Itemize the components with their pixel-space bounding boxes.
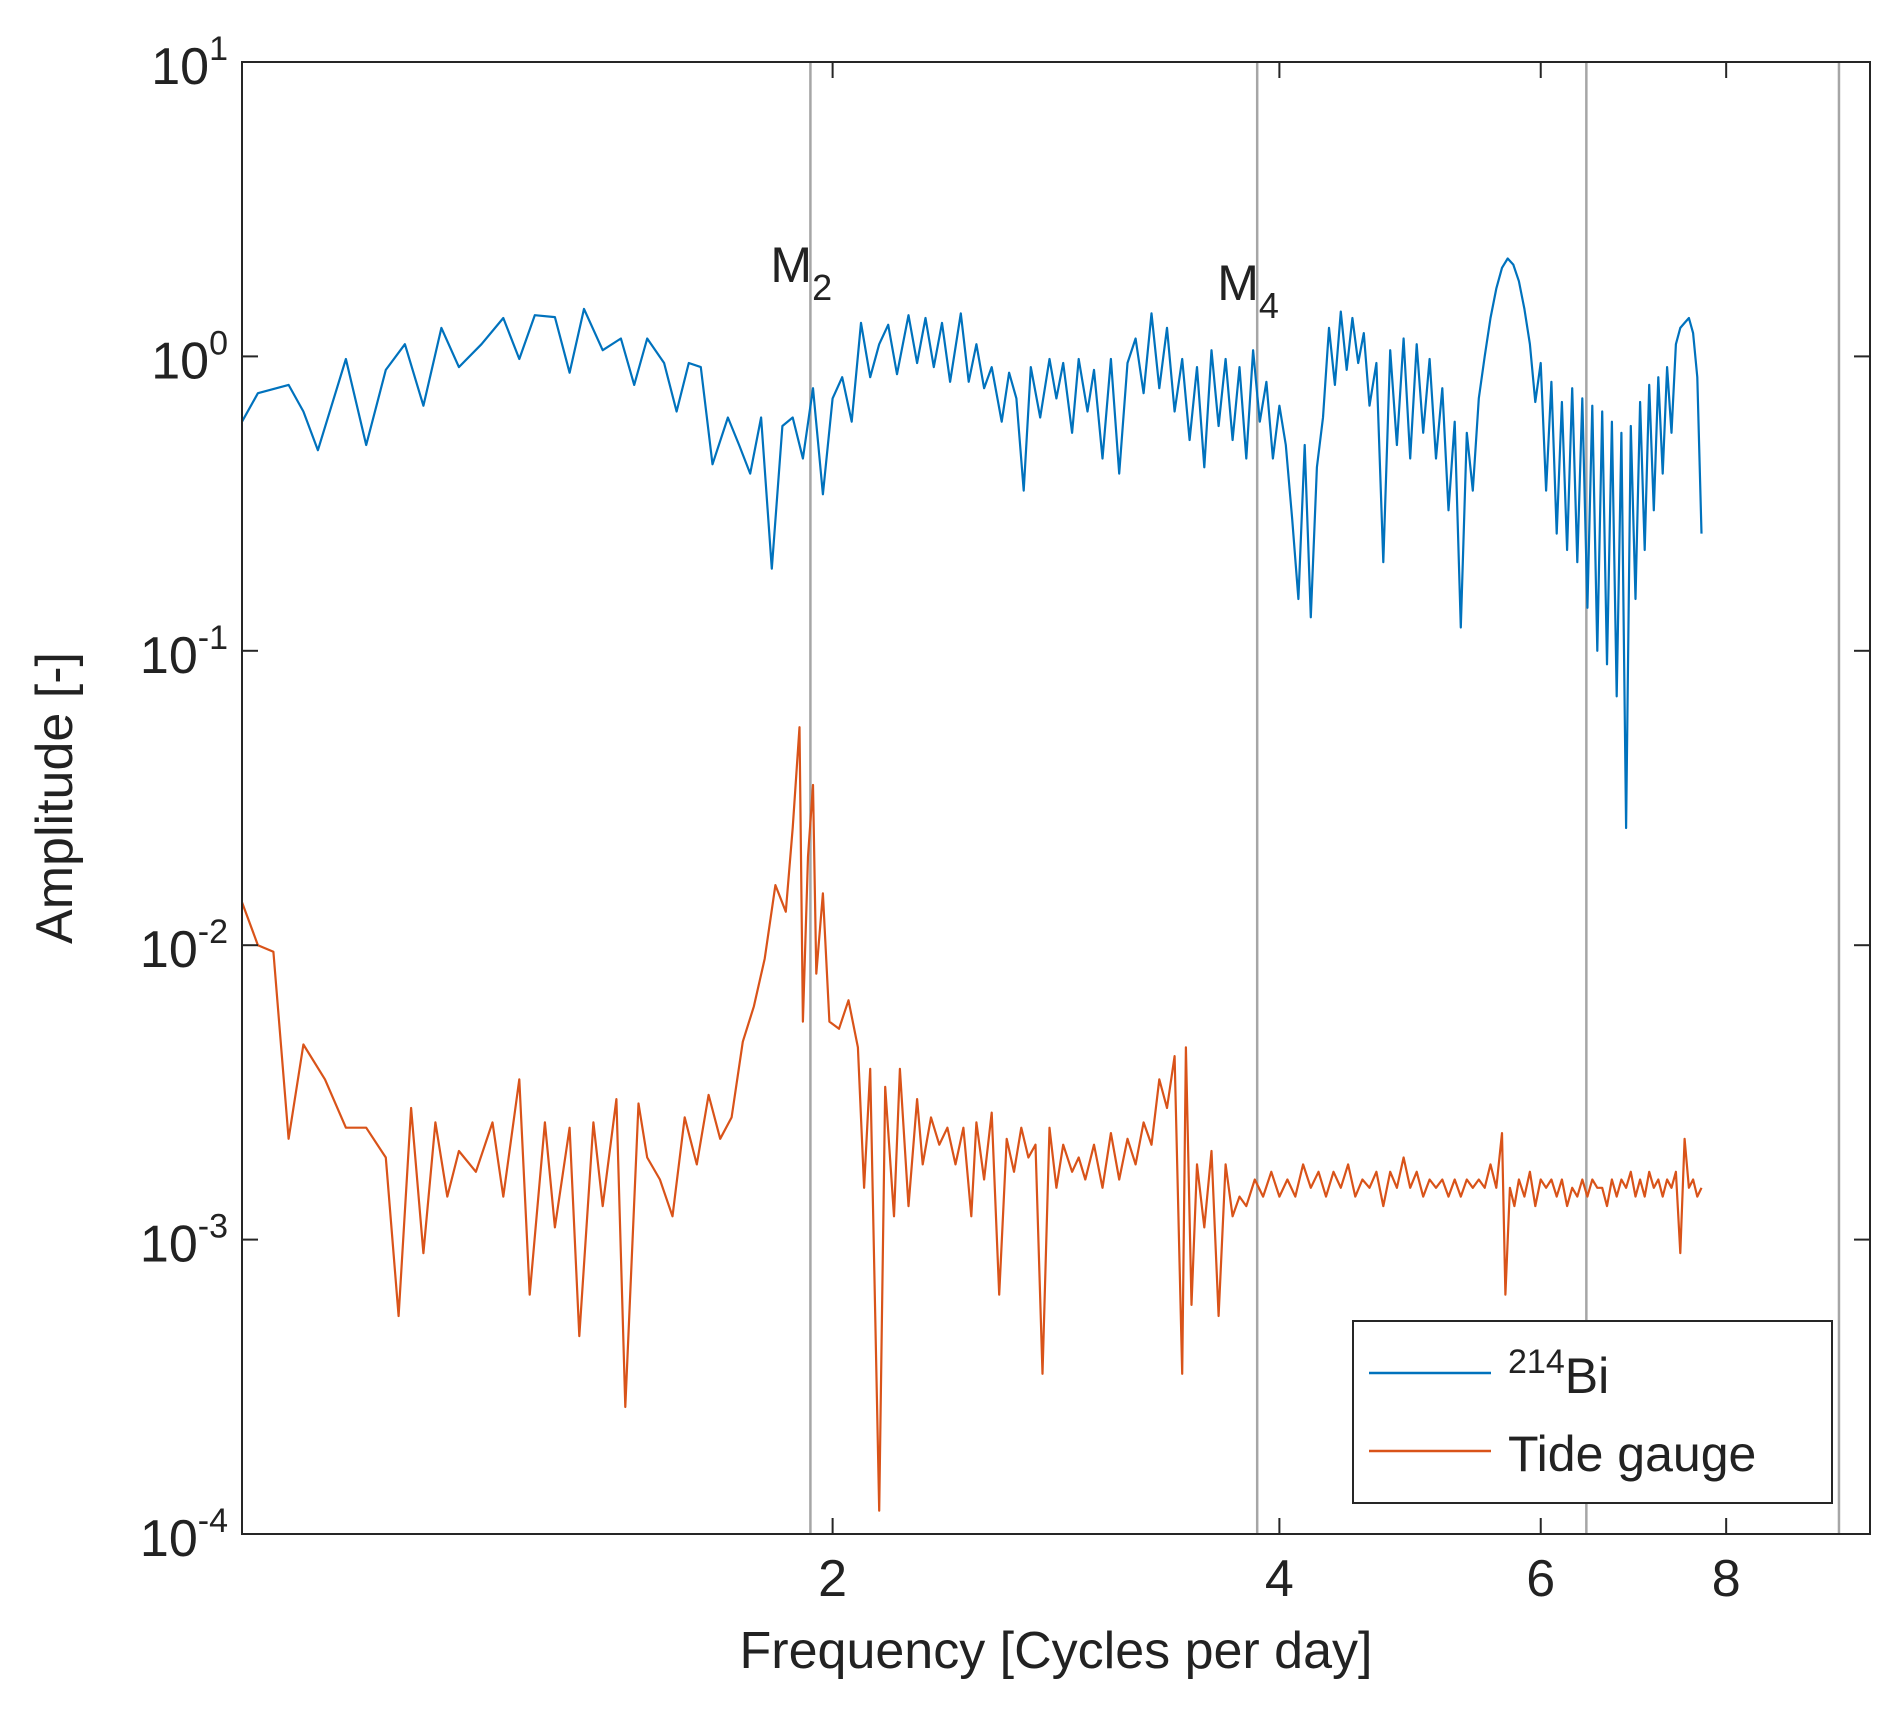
x-axis-title: Frequency [Cycles per day] (740, 1622, 1373, 1680)
x-tick-label: 8 (1712, 1550, 1741, 1608)
y-tick-exponent: -2 (198, 913, 228, 951)
y-tick-label: 10-1 (140, 619, 228, 685)
legend-box (1352, 1320, 1833, 1504)
legend-superscript: 214 (1508, 1343, 1565, 1381)
annotation-subscript: 4 (1259, 285, 1279, 326)
y-tick-base: 10 (140, 921, 198, 979)
y-tick-base: 10 (140, 1216, 198, 1274)
plot-frame (241, 61, 1871, 1535)
y-tick-label: 10-3 (140, 1208, 228, 1274)
reference-lines (809, 62, 1841, 1534)
y-tick-exponent: -1 (198, 619, 228, 657)
annotation-base: M (770, 237, 812, 293)
annotation-subscript: 2 (812, 267, 832, 308)
y-tick-label: 101 (151, 30, 228, 96)
y-axis-title: Amplitude [-] (26, 652, 84, 944)
y-tick-label: 10-4 (140, 1502, 228, 1568)
y-tick-label: 10-2 (140, 913, 228, 979)
annotation-base: M (1217, 255, 1259, 311)
legend: 214Bi Tide gauge (1352, 1320, 1833, 1504)
y-tick-exponent: -3 (198, 1208, 228, 1246)
series-line-bi214 (241, 257, 1703, 830)
x-tick-label: 2 (818, 1550, 847, 1608)
legend-label-2: Tide gauge (1508, 1426, 1756, 1482)
series-line-tide-gauge (240, 726, 1703, 1512)
legend-text: Tide gauge (1508, 1426, 1756, 1482)
y-tick-base: 10 (140, 1510, 198, 1568)
x-tick-label: 4 (1265, 1550, 1294, 1608)
x-tick-label: 6 (1526, 1550, 1555, 1608)
y-tick-base: 10 (140, 627, 198, 685)
legend-label-1: 214Bi (1508, 1343, 1609, 1404)
legend-text: Bi (1565, 1348, 1609, 1404)
y-tick-base: 10 (151, 38, 209, 96)
y-tick-base: 10 (151, 332, 209, 390)
series-layer (240, 257, 1703, 1512)
y-tick-exponent: 1 (209, 30, 228, 68)
y-tick-label: 100 (151, 324, 228, 390)
annotation-label-2: M4 (1217, 255, 1279, 326)
annotation-label-1: M2 (770, 237, 832, 308)
annotations: M2 M4 (770, 237, 1278, 326)
y-tick-exponent: 0 (209, 324, 228, 362)
y-tick-exponent: -4 (198, 1502, 228, 1540)
